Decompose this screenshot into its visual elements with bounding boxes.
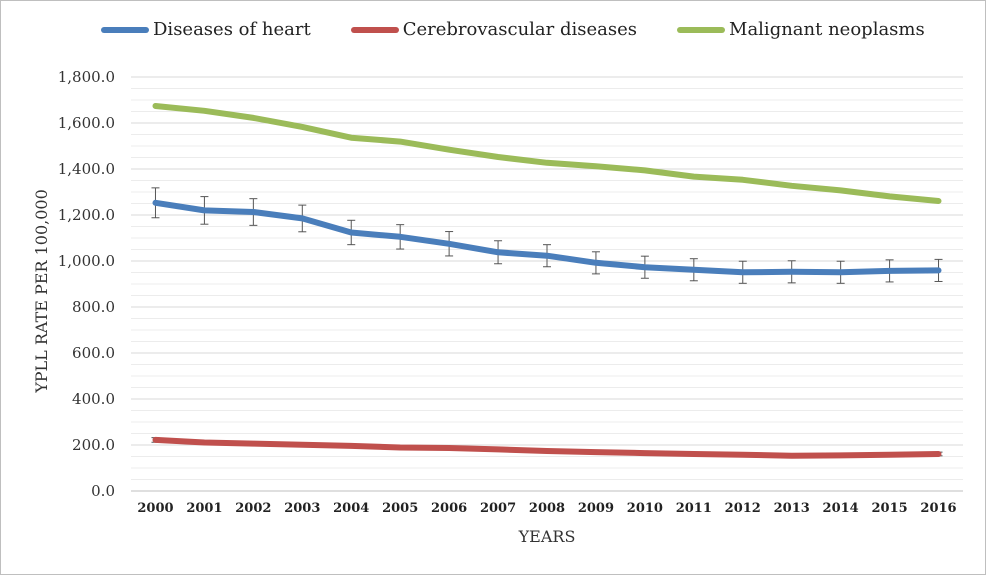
x-tick-label: 2011 xyxy=(676,501,712,516)
y-tick-label: 0.0 xyxy=(91,482,115,500)
x-tick-label: 2014 xyxy=(823,501,859,516)
y-tick-label: 1,000.0 xyxy=(58,252,115,270)
x-tick-label: 2007 xyxy=(480,501,516,516)
y-tick-labels: 0.0 200.0 400.0 600.0 800.0 1,000.0 1,200.0 1,4… xyxy=(58,68,115,500)
series-0 xyxy=(151,188,942,283)
x-tick-label: 2002 xyxy=(235,501,271,516)
x-tick-label: 2013 xyxy=(774,501,810,516)
x-tick-label: 2012 xyxy=(725,501,761,516)
series-line xyxy=(156,106,939,201)
x-tick-label: 2004 xyxy=(333,501,369,516)
x-axis-title: YEARS xyxy=(518,527,576,546)
x-tick-labels: 2000 2001 2002 2003 2004 2005 2006 2007 2008 2009… xyxy=(137,501,956,516)
x-tick-label: 2009 xyxy=(578,501,614,516)
series-1 xyxy=(151,438,942,456)
x-tick-label: 2016 xyxy=(920,501,956,516)
y-tick-label: 800.0 xyxy=(72,298,115,316)
y-tick-label: 1,600.0 xyxy=(58,114,115,132)
series-lines xyxy=(151,106,942,456)
y-tick-label: 1,800.0 xyxy=(58,68,115,86)
y-tick-label: 600.0 xyxy=(72,344,115,362)
y-axis-title: YPLL RATE PER 100,000 xyxy=(32,189,51,394)
y-tick-label: 1,400.0 xyxy=(58,160,115,178)
y-tick-label: 1,200.0 xyxy=(58,206,115,224)
x-tick-label: 2003 xyxy=(284,501,320,516)
y-tick-label: 200.0 xyxy=(72,436,115,454)
x-tick-label: 2000 xyxy=(137,501,173,516)
x-tick-label: 2001 xyxy=(186,501,222,516)
series-2 xyxy=(155,106,938,201)
x-tick-label: 2006 xyxy=(431,501,467,516)
x-tick-label: 2015 xyxy=(871,501,907,516)
y-tick-label: 400.0 xyxy=(72,390,115,408)
x-tick-label: 2005 xyxy=(382,501,418,516)
series-line xyxy=(156,440,939,456)
x-tick-label: 2010 xyxy=(627,501,663,516)
gridlines xyxy=(131,77,963,491)
x-tick-label: 2008 xyxy=(529,501,565,516)
